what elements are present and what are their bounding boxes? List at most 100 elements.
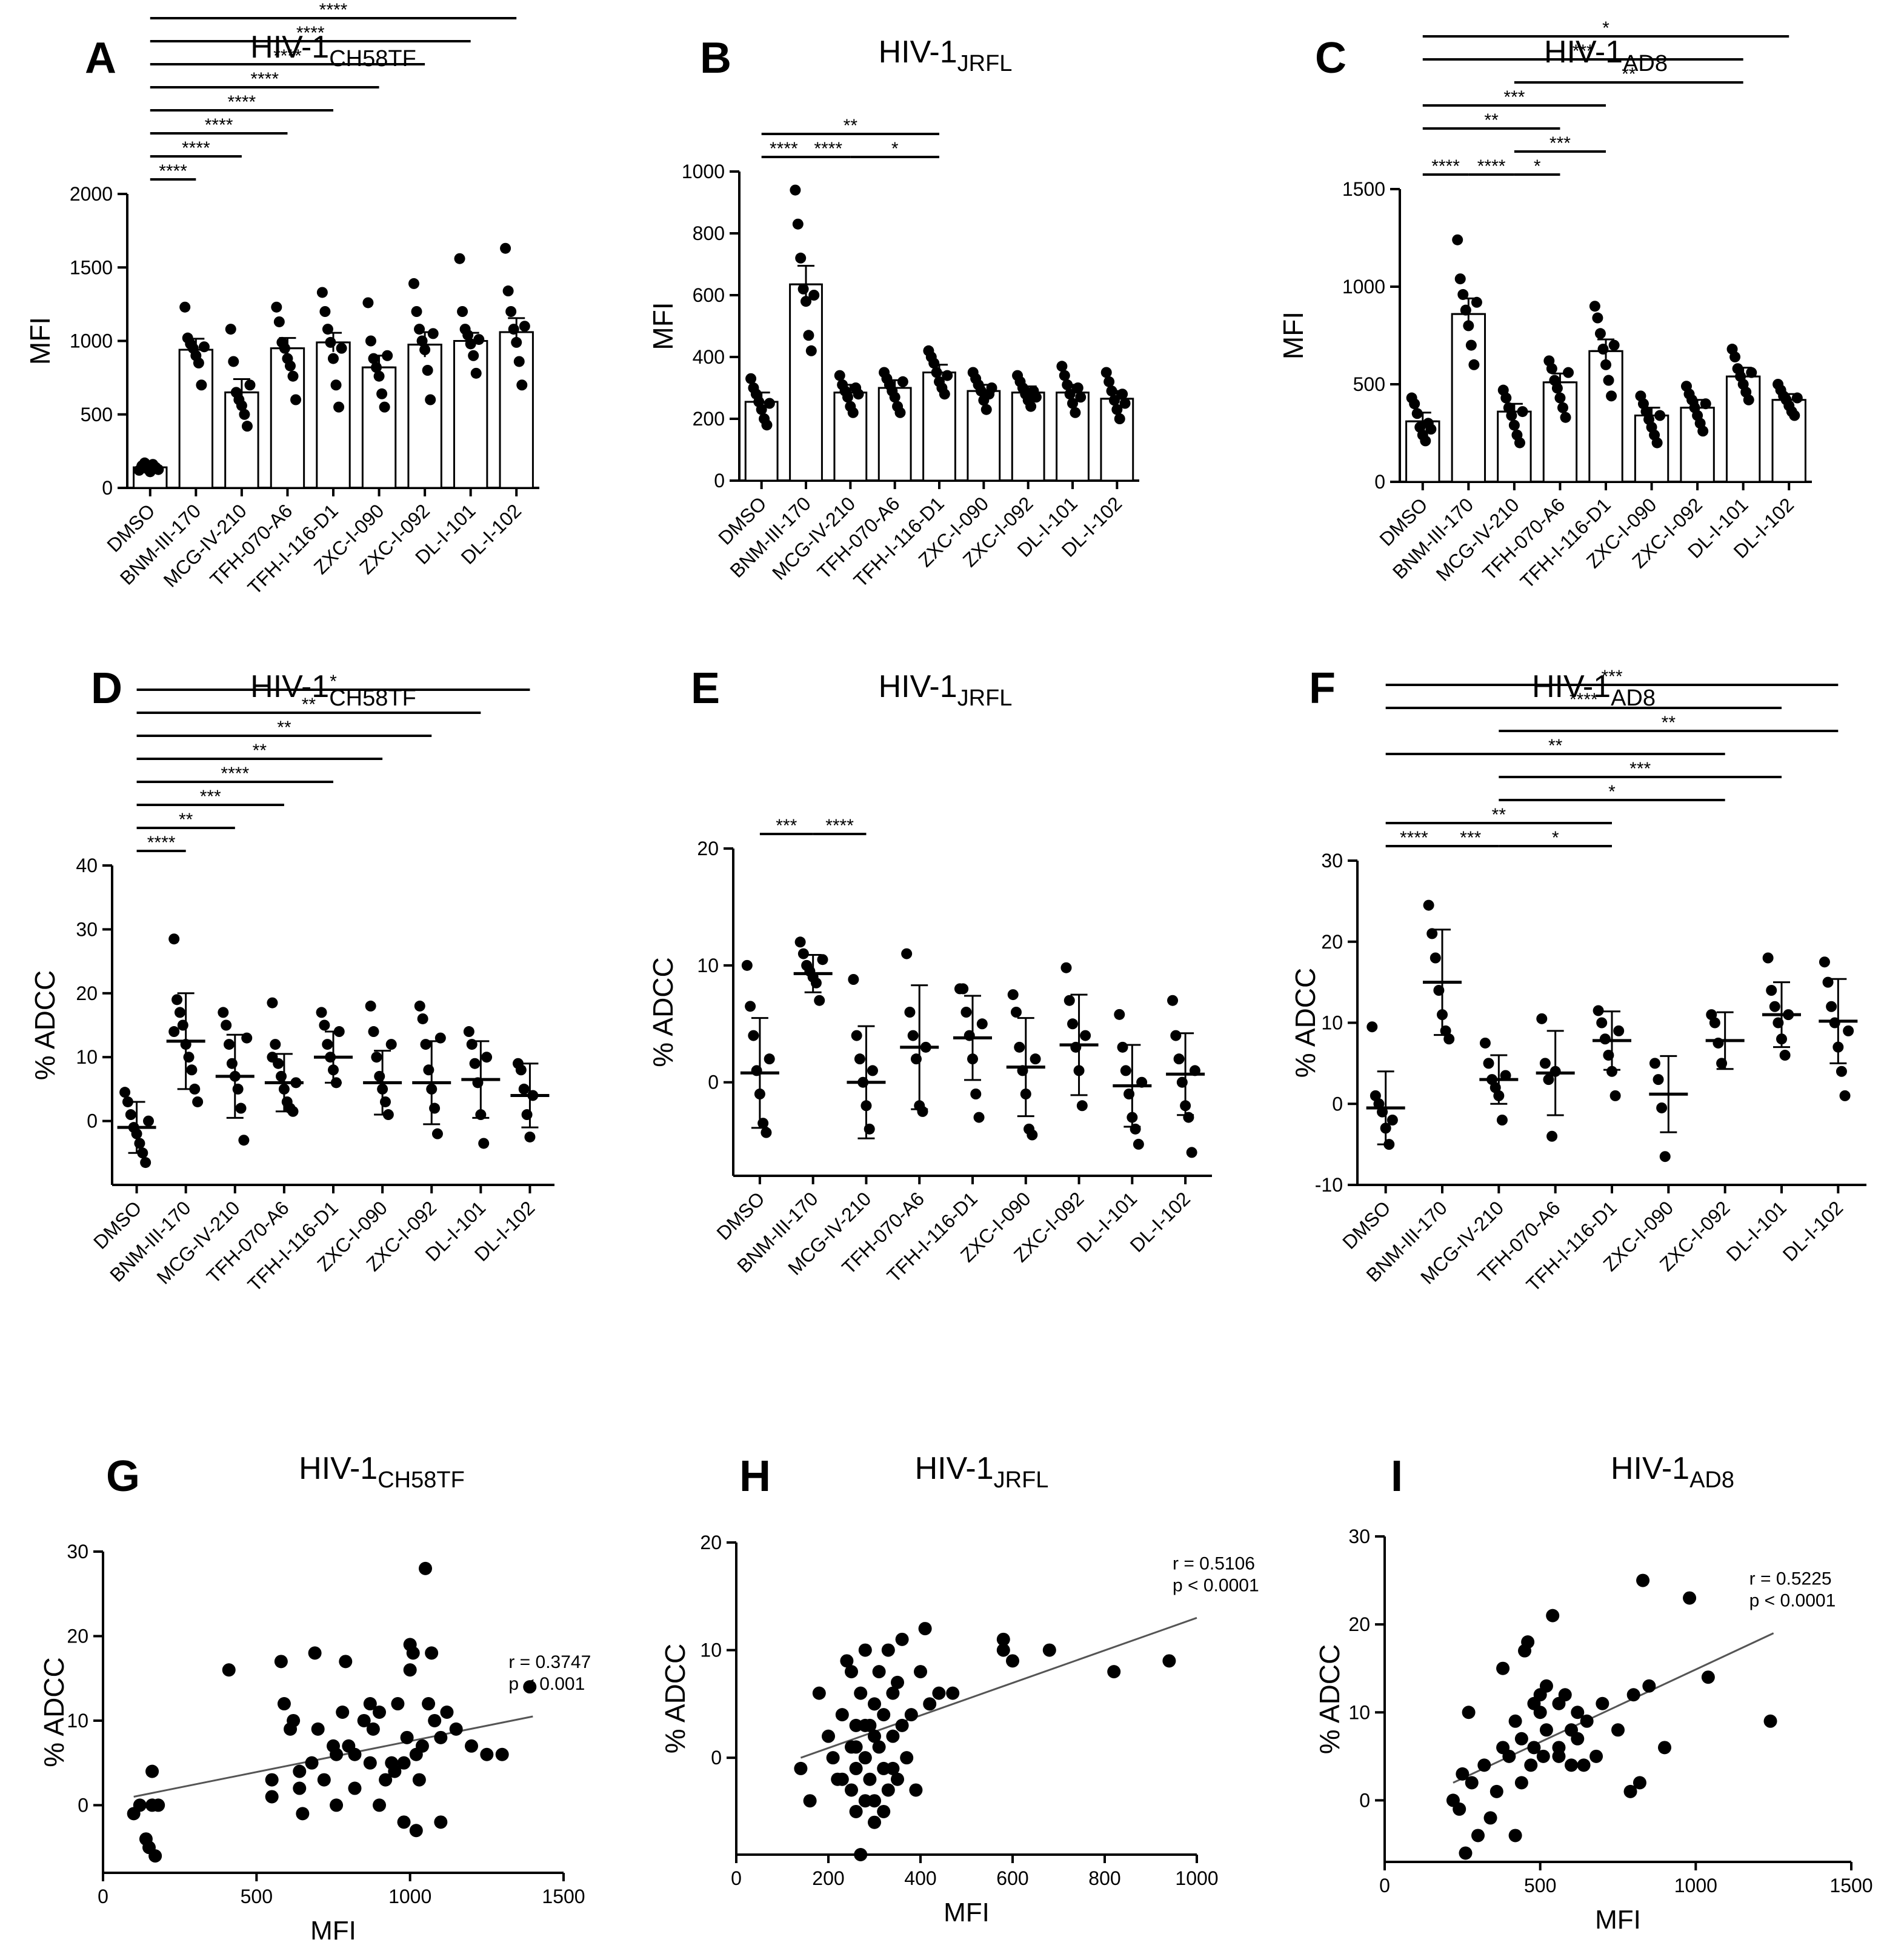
data-point: [316, 1007, 327, 1018]
panel-letter: E: [691, 664, 720, 713]
data-point: [894, 407, 906, 418]
data-point: [412, 1773, 426, 1787]
data-point: [293, 1764, 307, 1778]
r-value: r = 0.3747: [508, 1652, 591, 1672]
data-point: [414, 324, 425, 335]
data-point: [1017, 1065, 1028, 1076]
data-point: [434, 1730, 448, 1744]
data-point: [1636, 1573, 1650, 1587]
data-point: [508, 324, 519, 335]
data-point: [1117, 389, 1128, 400]
data-point: [374, 1070, 385, 1082]
data-point: [864, 1123, 875, 1135]
data-point: [1596, 1017, 1608, 1029]
data-point: [1386, 1115, 1398, 1126]
data-point: [431, 1128, 443, 1139]
panel-title: HIV-1CH58TF: [250, 30, 416, 72]
significance-label: ****: [182, 138, 210, 158]
panel-letter: D: [91, 664, 122, 713]
y-axis-label: % ADCC: [29, 970, 61, 1080]
y-tick-label: 30: [1348, 1526, 1370, 1547]
significance-label: *: [1602, 18, 1609, 38]
data-point: [1070, 1041, 1082, 1053]
data-point: [267, 997, 278, 1009]
data-point: [311, 1722, 325, 1736]
data-point: [1558, 1688, 1572, 1702]
data-point: [860, 1100, 872, 1112]
panel-A: A HIV-1CH58TF0500100015002000MFIDMSOBNM-I…: [24, 0, 539, 599]
panel-I: I HIV-1AD8 0 10 20 30 % ADCC 0 500 1000 1500 MFI r =…: [1314, 1451, 1873, 1935]
data-point: [1060, 962, 1072, 973]
y-tick-label: 20: [1348, 1613, 1370, 1635]
data-point: [1543, 1074, 1554, 1086]
data-point: [1366, 1021, 1378, 1033]
data-point: [889, 392, 900, 403]
data-point: [817, 954, 828, 965]
y-tick-label: 20: [67, 1625, 88, 1647]
significance-label: *: [1552, 828, 1559, 848]
y-tick-label: 0: [78, 1794, 88, 1816]
data-point: [868, 1815, 881, 1829]
significance-label: **: [277, 718, 291, 738]
data-point: [851, 1030, 862, 1041]
y-tick-label: 600: [693, 284, 725, 306]
bar: [407, 344, 442, 489]
data-point: [322, 324, 333, 335]
data-point: [368, 353, 379, 364]
data-point: [518, 1083, 530, 1095]
significance-label: ***: [1503, 87, 1525, 107]
data-point: [996, 1643, 1010, 1657]
data-point: [891, 1772, 904, 1786]
x-tick-label: 1000: [1175, 1867, 1218, 1889]
data-point: [1380, 1122, 1391, 1134]
data-point: [1599, 1033, 1611, 1045]
data-point: [478, 1138, 490, 1149]
title-subscript: JRFL: [957, 685, 1013, 711]
significance-label: ****: [147, 833, 176, 853]
y-axis-label: % ADCC: [647, 957, 679, 1067]
data-point: [1423, 899, 1434, 911]
bar: [178, 349, 214, 489]
data-point: [909, 1783, 923, 1797]
data-point: [1471, 1829, 1485, 1843]
y-axis-label: % ADCC: [38, 1657, 70, 1767]
data-point: [1589, 301, 1600, 312]
data-point: [1508, 419, 1520, 431]
significance-label: *: [1534, 156, 1541, 176]
data-point: [1594, 328, 1606, 339]
significance-label: ***: [1629, 759, 1651, 779]
data-point: [287, 370, 299, 382]
data-point: [1593, 1005, 1604, 1016]
data-point: [238, 1135, 250, 1146]
data-point: [1713, 1037, 1724, 1049]
data-point: [470, 367, 482, 379]
data-point: [500, 242, 511, 254]
significance-label: **: [1484, 110, 1499, 130]
significance-label: ****: [205, 115, 233, 135]
data-point: [964, 1030, 975, 1041]
panel-title: HIV-1AD8: [1544, 35, 1668, 76]
data-point: [1746, 367, 1757, 378]
data-point: [757, 1118, 769, 1129]
panel-G: G HIV-1CH58TF 0 10 20 30 % ADCC 0 500 1000 1500 MFI…: [38, 1451, 591, 1946]
data-point: [244, 379, 256, 391]
data-point: [928, 358, 940, 369]
data-point: [524, 1131, 536, 1142]
data-point: [366, 1722, 380, 1736]
data-point: [397, 1815, 411, 1829]
data-point: [274, 1655, 288, 1669]
data-point: [465, 1739, 478, 1753]
x-tick-label: 600: [996, 1867, 1028, 1889]
data-point: [278, 1083, 290, 1095]
data-point: [1596, 1696, 1609, 1710]
data-point: [1819, 956, 1830, 968]
data-point: [803, 330, 814, 341]
data-point: [179, 301, 191, 313]
data-point: [336, 342, 347, 354]
x-tick-label: 0: [731, 1867, 742, 1889]
significance-label: ****: [1400, 828, 1428, 848]
regression-line: [1453, 1632, 1774, 1784]
data-point: [1560, 412, 1571, 423]
data-point: [973, 1112, 985, 1123]
